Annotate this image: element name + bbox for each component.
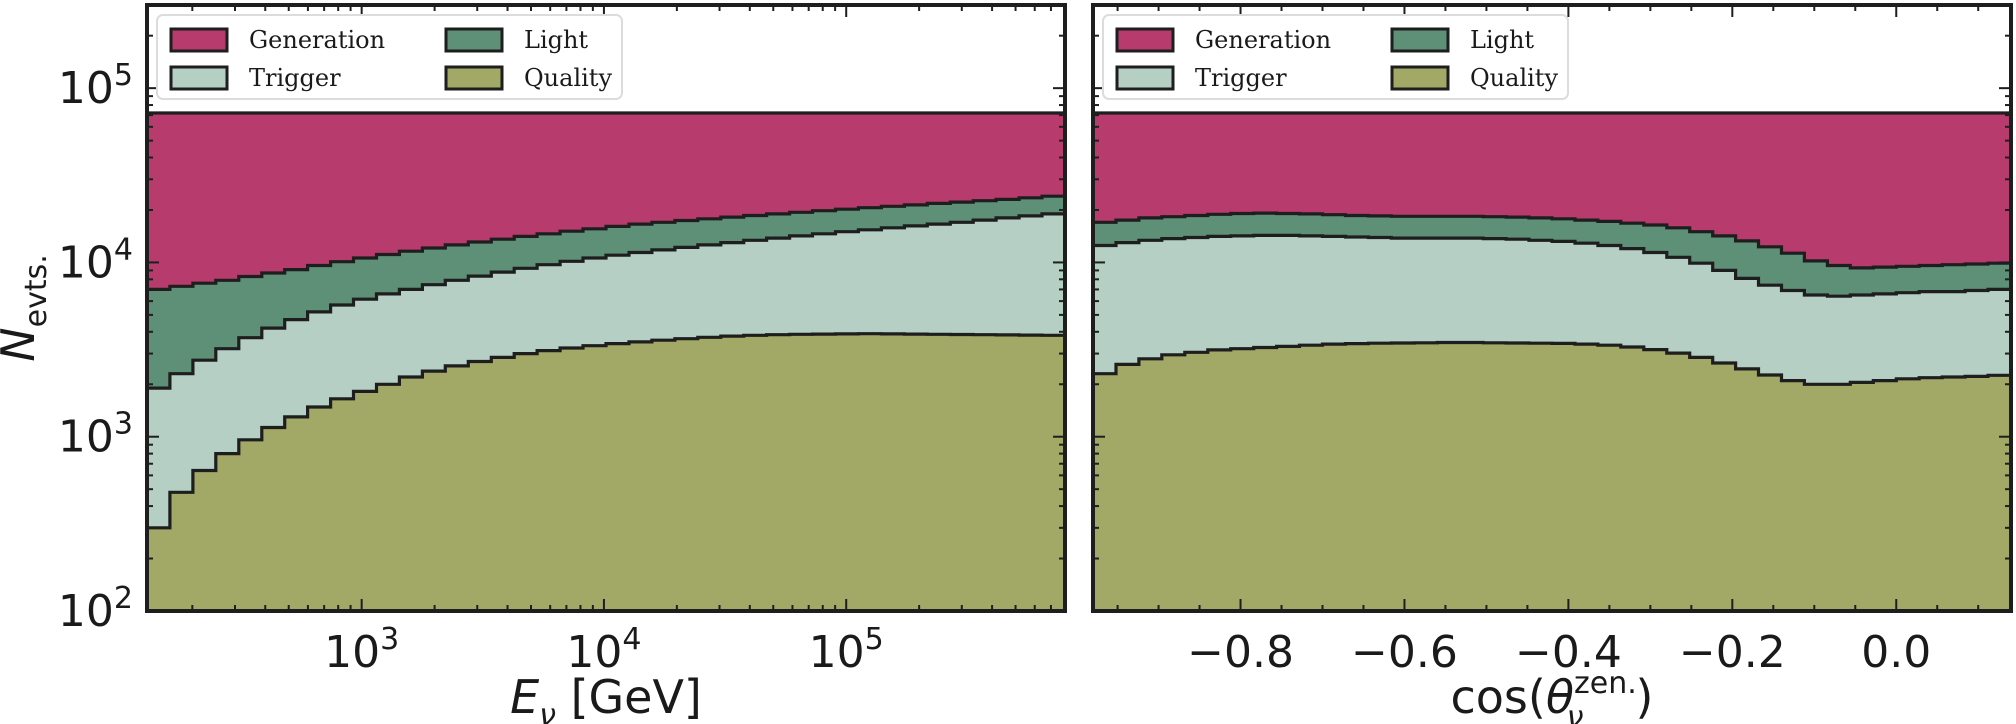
- legend-swatch-light: [444, 27, 504, 53]
- y-tick-label: 102: [58, 581, 133, 637]
- series-outline-quality: [1093, 340, 2011, 386]
- legend-label-generation: Generation: [249, 26, 385, 54]
- x-tick-label: −0.6: [1351, 627, 1458, 678]
- y-tick-label: 104: [58, 232, 133, 288]
- legend-label-trigger: Trigger: [249, 64, 341, 92]
- legend-box: [156, 14, 623, 100]
- x-tick-label: 0.0: [1861, 627, 1931, 678]
- legend-label-quality: Quality: [1470, 64, 1558, 92]
- series-outline-trigger: [147, 212, 1065, 390]
- x-tick-label: −0.2: [1679, 627, 1786, 678]
- legend-swatch-generation: [1115, 27, 1175, 53]
- zenith-panel: −0.8 −0.6 −0.4 −0.2 0.0 cos(θzen. ν) Generation…: [1091, 3, 2013, 724]
- x-tick-label: −0.4: [1515, 627, 1622, 678]
- plot-frame: [145, 3, 1067, 613]
- legend-label-light: Light: [524, 26, 588, 54]
- x-tick-label: 105: [809, 622, 884, 678]
- legend-label-quality: Quality: [524, 64, 612, 92]
- legend-swatch-trigger: [169, 65, 229, 91]
- series-area-quality: [147, 333, 1065, 611]
- x-tick-label: 103: [324, 622, 399, 678]
- legend-swatch-quality: [1390, 65, 1450, 91]
- legend-label-trigger: Trigger: [1195, 64, 1287, 92]
- legend: Generation Trigger Light Quality: [1102, 14, 1569, 100]
- y-tick-label: 105: [58, 58, 133, 114]
- legend: Generation Trigger Light Quality: [156, 14, 623, 100]
- x-axis-label: cos(θzen. ν): [1451, 666, 1654, 724]
- legend-swatch-generation: [169, 27, 229, 53]
- x-tick-label: 104: [566, 622, 641, 678]
- legend-swatch-trigger: [1115, 65, 1175, 91]
- legend-swatch-quality: [444, 65, 504, 91]
- y-tick-label: 103: [58, 407, 133, 463]
- legend-label-generation: Generation: [1195, 26, 1331, 54]
- energy-panel: 102 103 104 105 103 104 105 Eν [GeV] Nevts. Gener…: [0, 3, 1067, 724]
- legend-box: [1102, 14, 1569, 100]
- plot-frame: [1091, 3, 2013, 613]
- series-outline-light: [147, 194, 1065, 291]
- legend-swatch-light: [1390, 27, 1450, 53]
- x-axis-label: Eν [GeV]: [510, 670, 702, 724]
- series-outline-trigger: [1093, 233, 2011, 298]
- series-outline-light: [1093, 211, 2011, 270]
- legend-label-light: Light: [1470, 26, 1534, 54]
- series-area-quality: [1093, 342, 2011, 611]
- series-outline-quality: [147, 332, 1065, 530]
- x-tick-label: −0.8: [1187, 627, 1294, 678]
- y-axis-label: Nevts.: [0, 254, 54, 362]
